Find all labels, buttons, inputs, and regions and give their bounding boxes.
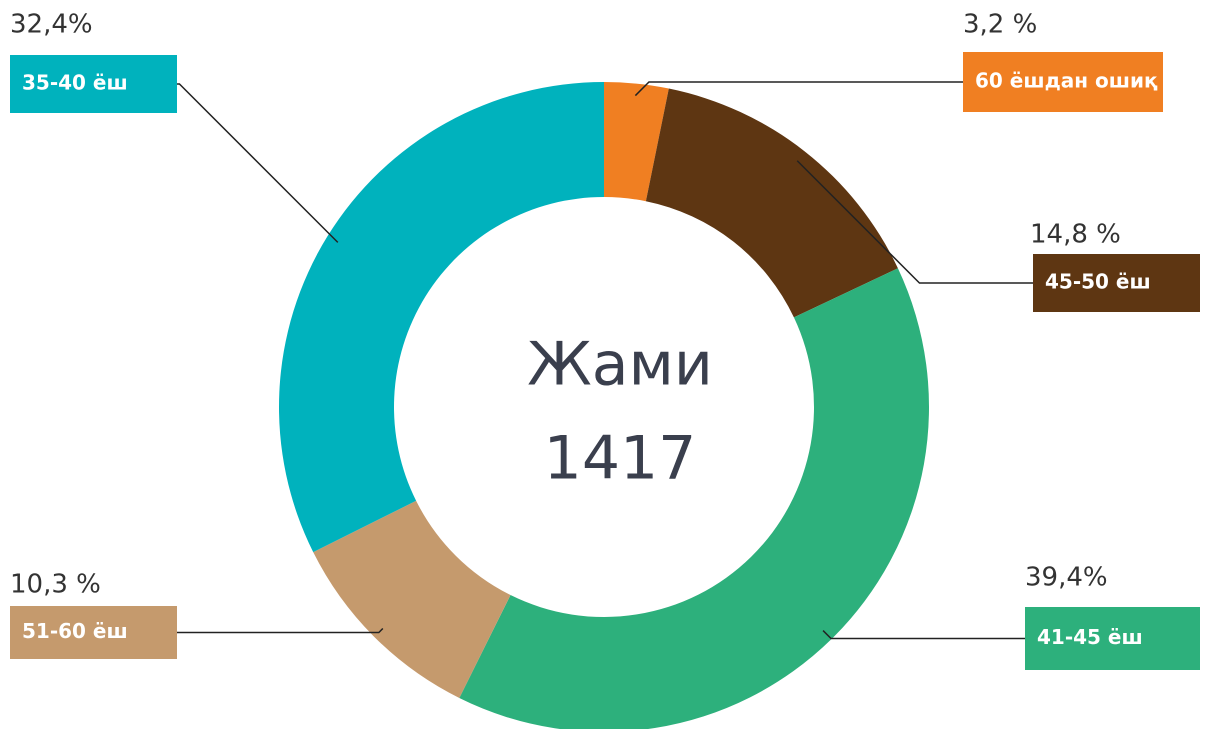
center-title: Жами [527, 330, 713, 400]
leader-line [822, 630, 1025, 640]
leader-line [796, 160, 1033, 284]
label-box [10, 606, 177, 659]
center-total: 1417 [544, 424, 697, 494]
value-label: 32,4% [10, 10, 93, 40]
label-box [963, 52, 1163, 112]
leader-line [177, 627, 384, 634]
donut-segment [278, 82, 604, 553]
donut-segment [313, 500, 511, 699]
value-label: 14,8 % [1030, 220, 1121, 250]
category-label: 41-45 ёш [1037, 625, 1143, 649]
category-label: 45-50 ёш [1045, 270, 1151, 294]
category-label: 35-40 ёш [22, 71, 128, 95]
donut-segment [459, 268, 929, 729]
category-label: 60 ёшдан ошиқ [975, 69, 1158, 93]
donut [278, 82, 929, 729]
label-box [10, 55, 177, 113]
value-label: 3,2 % [963, 10, 1037, 40]
leader-line [177, 83, 339, 243]
donut-segment [645, 88, 898, 318]
value-label: 10,3 % [10, 570, 101, 600]
category-label: 51-60 ёш [22, 619, 128, 643]
value-label: 39,4% [1025, 563, 1108, 593]
label-box [1025, 607, 1200, 670]
leader-line [634, 81, 963, 97]
donut-segment [604, 82, 669, 202]
label-box [1033, 254, 1200, 312]
